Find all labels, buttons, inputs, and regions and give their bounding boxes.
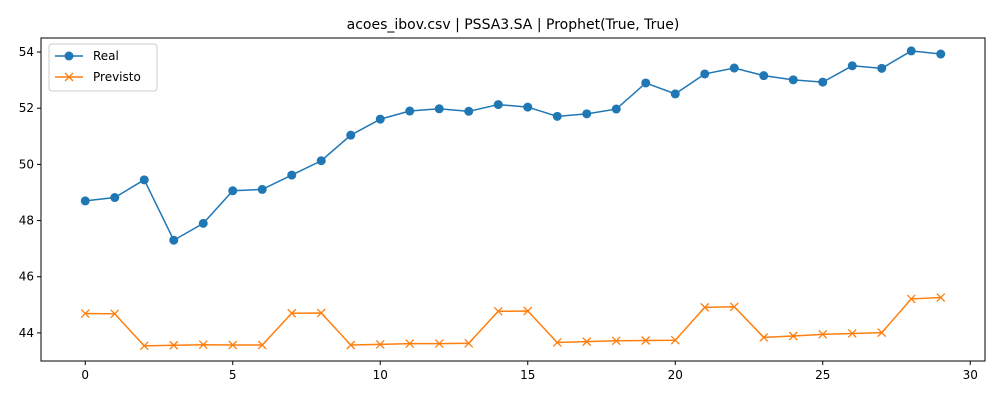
legend: Real Previsto <box>48 43 158 92</box>
data-point-real <box>759 71 769 81</box>
data-point-previsto <box>936 293 946 302</box>
y-tick-label: 50 <box>19 157 34 171</box>
data-point-real <box>405 106 415 116</box>
data-point-previsto <box>493 306 503 316</box>
legend-marker-previsto <box>64 72 74 82</box>
data-point-real <box>139 175 149 185</box>
y-tick-label: 54 <box>19 45 34 59</box>
data-point-real <box>346 130 356 140</box>
x-tick-label: 20 <box>668 368 683 382</box>
data-point-previsto <box>552 338 562 347</box>
x-tick-label: 30 <box>963 368 978 382</box>
data-point-previsto <box>729 302 739 312</box>
data-point-real <box>877 63 887 73</box>
data-point-real <box>169 235 179 245</box>
y-tick-label: 52 <box>19 101 34 115</box>
x-axis: 0 5 10 15 20 25 30 <box>81 361 978 382</box>
data-point-real <box>582 109 592 119</box>
data-point-real <box>375 114 385 124</box>
data-point-real <box>464 106 474 116</box>
data-point-previsto <box>169 340 179 350</box>
series-line-real <box>85 50 941 242</box>
data-point-previsto <box>287 308 297 318</box>
data-point-real <box>611 104 621 114</box>
series-layer <box>80 46 946 351</box>
x-tick-label: 5 <box>229 368 237 382</box>
data-point-previsto <box>434 339 444 349</box>
data-point-previsto <box>670 335 680 345</box>
data-point-real <box>316 156 326 166</box>
x-tick-label: 25 <box>815 368 830 382</box>
data-point-previsto <box>375 339 385 349</box>
chart-title: acoes_ibov.csv | PSSA3.SA | Prophet(True… <box>347 17 680 33</box>
data-point-previsto <box>788 331 798 341</box>
data-point-real <box>198 218 208 228</box>
data-point-real <box>700 69 710 79</box>
data-point-real <box>936 49 946 59</box>
data-point-previsto <box>611 336 621 346</box>
data-point-previsto <box>139 341 149 351</box>
legend-label-real: Real <box>93 49 119 63</box>
y-tick-label: 44 <box>19 326 34 340</box>
data-point-real <box>552 111 562 121</box>
data-point-previsto <box>641 336 651 345</box>
data-point-real <box>80 196 90 206</box>
data-point-real <box>287 170 297 180</box>
data-point-real <box>788 75 798 85</box>
data-point-real <box>257 184 267 194</box>
data-point-real <box>523 102 533 112</box>
data-point-previsto <box>257 340 267 350</box>
plot-area <box>40 37 986 362</box>
data-point-previsto <box>847 329 857 338</box>
data-point-real <box>818 77 828 87</box>
data-point-previsto <box>228 340 238 350</box>
data-point-previsto <box>405 339 415 349</box>
x-tick-label: 10 <box>373 368 388 382</box>
data-point-real <box>493 100 503 110</box>
data-point-previsto <box>700 302 710 312</box>
y-axis: 44 46 48 50 52 54 <box>19 45 41 340</box>
data-point-previsto <box>818 329 828 339</box>
data-point-previsto <box>80 309 90 318</box>
data-point-previsto <box>759 332 769 342</box>
data-point-previsto <box>346 340 356 350</box>
data-point-real <box>228 186 238 196</box>
y-tick-label: 48 <box>19 214 34 228</box>
data-point-real <box>641 78 651 88</box>
data-point-real <box>847 61 857 71</box>
data-point-real <box>729 63 739 73</box>
legend-marker-real <box>64 51 74 61</box>
data-point-previsto <box>198 340 208 350</box>
data-point-previsto <box>877 328 887 338</box>
data-point-real <box>110 193 120 203</box>
data-point-real <box>434 104 444 114</box>
data-point-previsto <box>110 309 120 319</box>
data-point-previsto <box>906 294 916 304</box>
data-point-previsto <box>523 306 533 316</box>
data-point-previsto <box>582 337 592 347</box>
legend-label-previsto: Previsto <box>93 70 141 84</box>
data-point-previsto <box>464 338 474 348</box>
data-point-real <box>906 46 916 56</box>
x-tick-label: 0 <box>81 368 89 382</box>
data-point-previsto <box>316 308 326 318</box>
data-point-real <box>670 89 680 99</box>
y-tick-label: 46 <box>19 270 34 284</box>
series-line-previsto <box>85 296 941 347</box>
x-tick-label: 15 <box>520 368 535 382</box>
